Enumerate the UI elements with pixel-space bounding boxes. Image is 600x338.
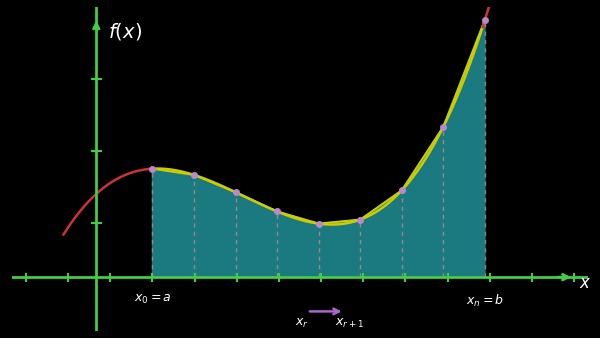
- Text: $f(x)$: $f(x)$: [108, 21, 142, 42]
- Text: $x_0 = a$: $x_0 = a$: [134, 293, 172, 307]
- Polygon shape: [236, 192, 277, 277]
- Text: $x_{r+1}$: $x_{r+1}$: [335, 317, 364, 330]
- Text: $x_n = b$: $x_n = b$: [466, 293, 504, 310]
- Polygon shape: [194, 175, 236, 277]
- Polygon shape: [277, 212, 319, 277]
- Text: $x_r$: $x_r$: [295, 317, 309, 330]
- Polygon shape: [360, 190, 402, 277]
- Text: $x$: $x$: [578, 275, 591, 292]
- Polygon shape: [152, 169, 194, 277]
- Polygon shape: [443, 20, 485, 277]
- Polygon shape: [319, 220, 360, 277]
- Polygon shape: [402, 127, 443, 277]
